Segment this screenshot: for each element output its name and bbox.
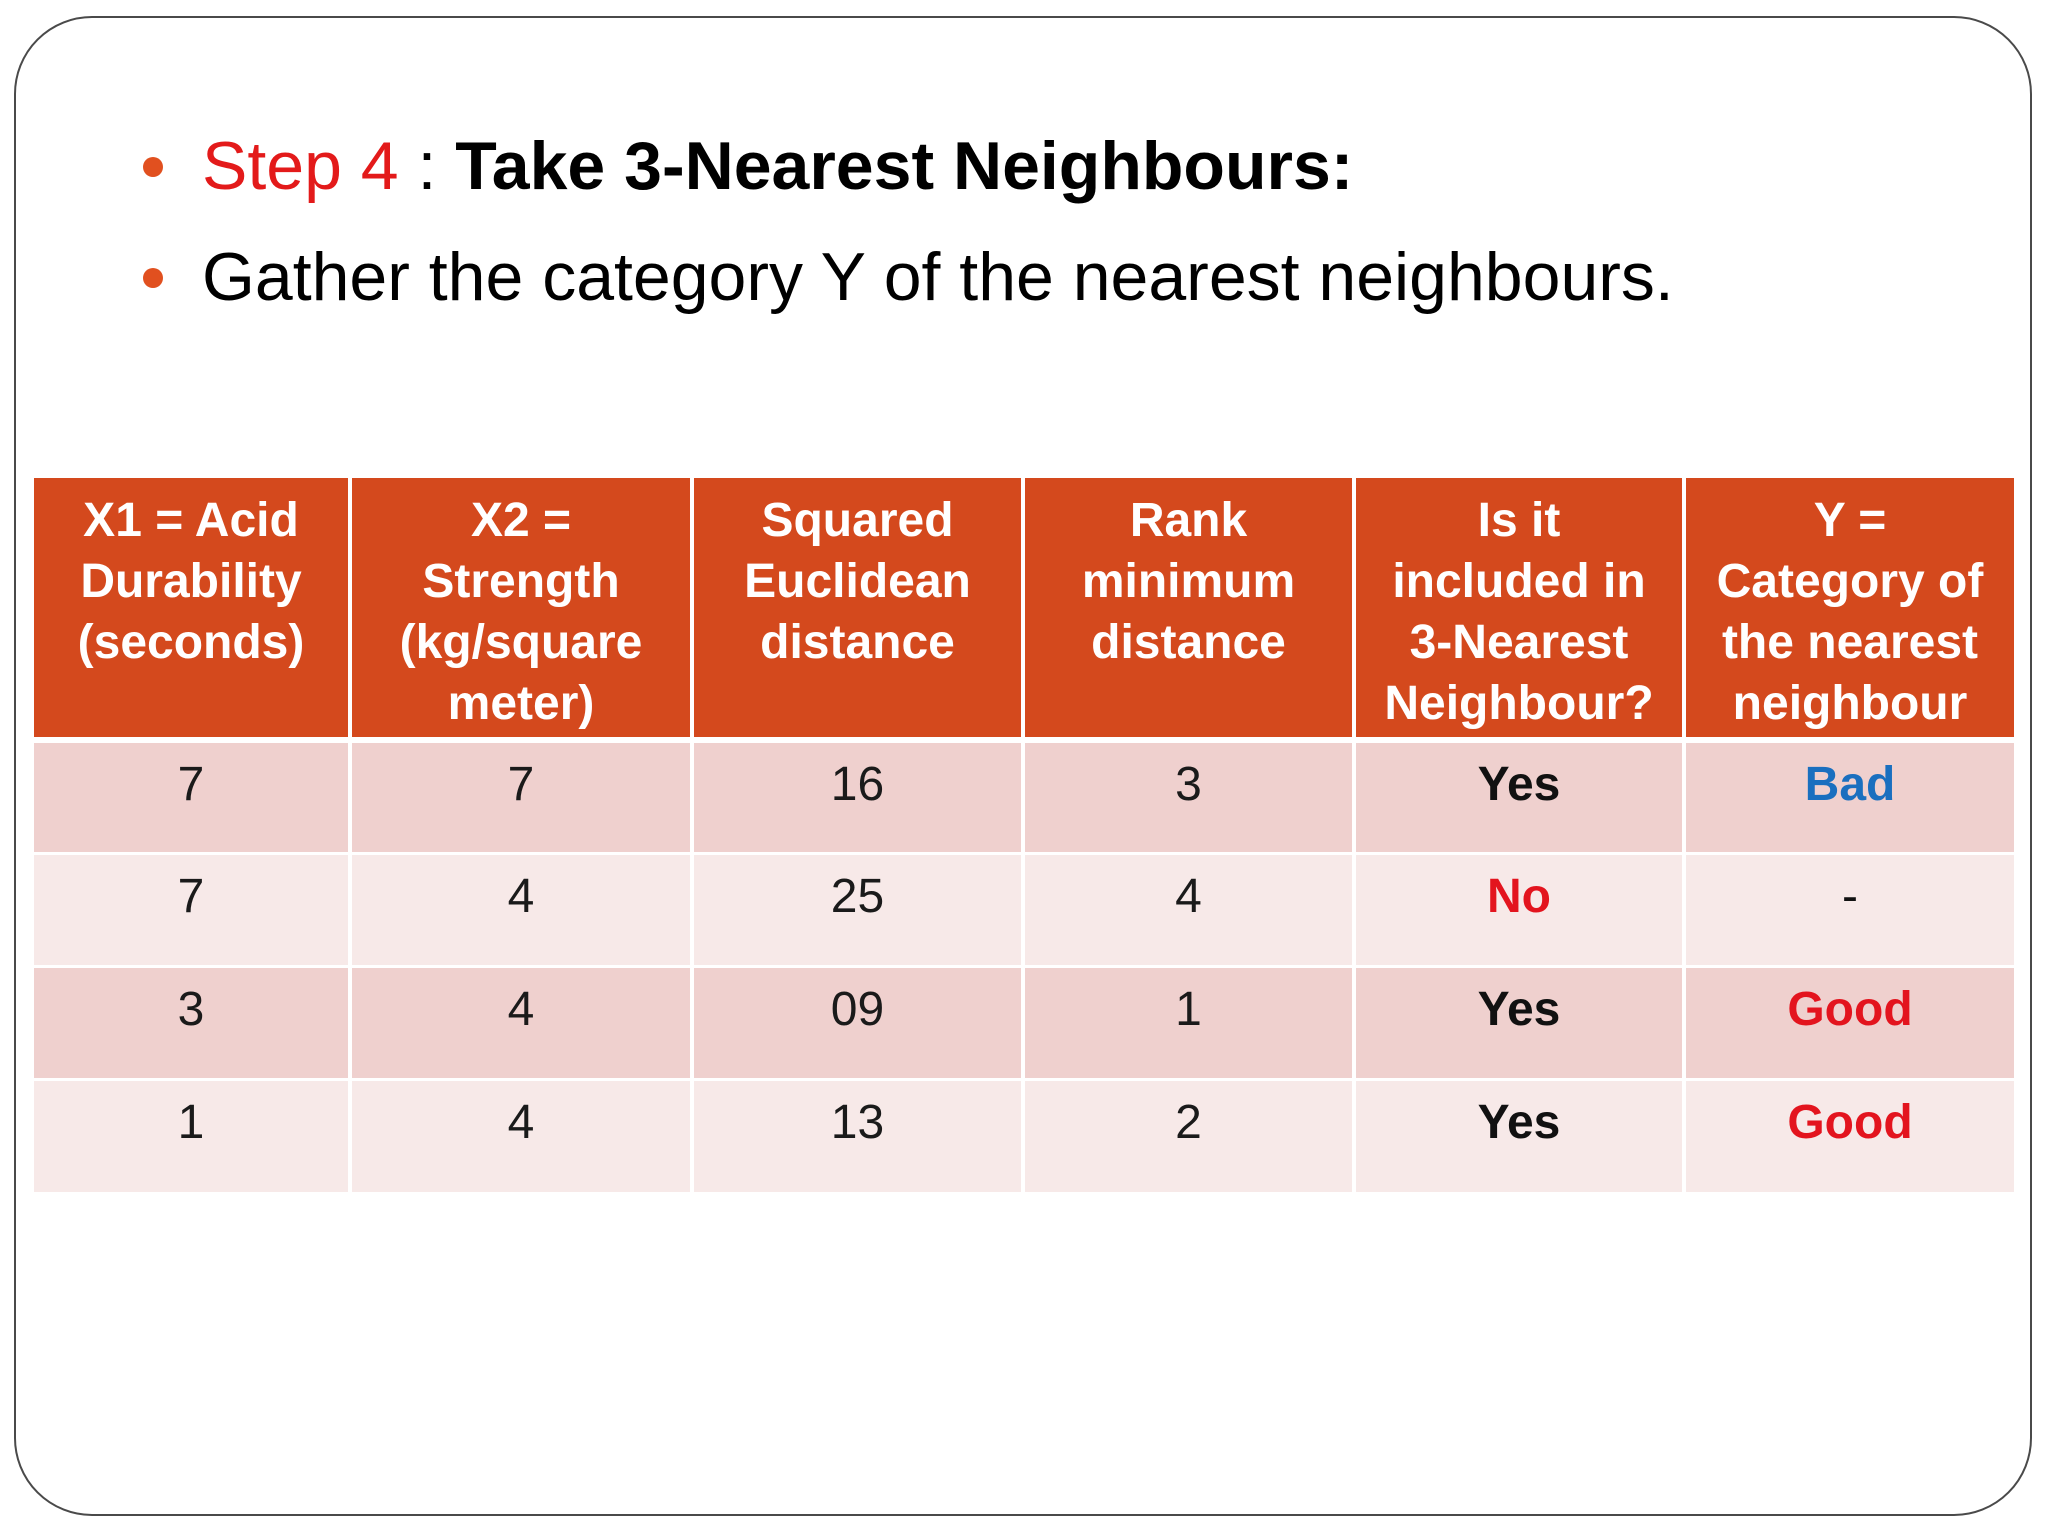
- cell-x2: 4: [348, 964, 692, 1079]
- step-label: Step 4: [202, 128, 399, 204]
- cell-category: Bad: [1682, 738, 2014, 853]
- cell-category: Good: [1682, 1077, 2014, 1192]
- cell-x1: 7: [34, 851, 350, 966]
- cell-included: Yes: [1352, 738, 1684, 853]
- cell-included: Yes: [1352, 1077, 1684, 1192]
- knn-table: X1 = Acid Durability (seconds) X2 = Strengt…: [34, 478, 2014, 1192]
- cell-rank: 3: [1021, 738, 1354, 853]
- table-body: 7 7 16 3 Yes Bad 7 4 25 4 No -3 4 09 1 Yes Good 1 4 13 2 Yes G…: [34, 738, 2014, 1192]
- header-row: X1 = Acid Durability (seconds) X2 = Strengt…: [34, 478, 2014, 743]
- cell-x2: 4: [348, 851, 692, 966]
- cell-x1: 3: [34, 964, 350, 1079]
- header-line: 3-Nearest: [1409, 616, 1629, 669]
- header-x2: X2 = Strength (kg/square meter): [348, 478, 692, 743]
- header-included: Is it included in 3-Nearest Neighbour?: [1352, 478, 1684, 743]
- header-line: meter): [447, 677, 595, 730]
- cell-included: Yes: [1352, 964, 1684, 1079]
- table-row: 7 4 25 4 No -: [34, 851, 2014, 966]
- cell-x2: 4: [348, 1077, 692, 1192]
- header-line: Is it: [1477, 494, 1561, 547]
- header-line: minimum: [1081, 555, 1296, 608]
- description-text: Gather the category Y of the nearest nei…: [202, 239, 1674, 315]
- header-line: X1 = Acid: [83, 494, 299, 547]
- cell-distance: 13: [690, 1077, 1023, 1192]
- cell-rank: 4: [1021, 851, 1354, 966]
- header-line: Durability: [80, 555, 302, 608]
- header-line: Y =: [1813, 494, 1887, 547]
- header-line: X2 =: [470, 494, 572, 547]
- cell-category: Good: [1682, 964, 2014, 1079]
- cell-category: -: [1682, 851, 2014, 966]
- cell-included: No: [1352, 851, 1684, 966]
- header-line: Category of: [1716, 555, 1984, 608]
- cell-x1: 7: [34, 738, 350, 853]
- bullet-dot-icon: [143, 268, 163, 288]
- header-line: distance: [1091, 616, 1286, 669]
- header-line: (kg/square: [399, 616, 643, 669]
- header-x1: X1 = Acid Durability (seconds): [34, 478, 350, 743]
- cell-distance: 16: [690, 738, 1023, 853]
- header-rank: Rank minimum distance: [1021, 478, 1354, 743]
- header-distance: Squared Euclidean distance: [690, 478, 1023, 743]
- cell-x2: 7: [348, 738, 692, 853]
- header-line: neighbour: [1732, 677, 1968, 730]
- bullet-description: Gather the category Y of the nearest nei…: [140, 237, 1674, 317]
- table-row: 7 7 16 3 Yes Bad: [34, 738, 2014, 853]
- header-line: distance: [760, 616, 955, 669]
- table-row: 1 4 13 2 Yes Good: [34, 1077, 2014, 1192]
- header-line: Rank: [1129, 494, 1248, 547]
- header-line: (seconds): [77, 616, 305, 669]
- header-line: included in: [1392, 555, 1646, 608]
- cell-rank: 1: [1021, 964, 1354, 1079]
- table-row: 3 4 09 1 Yes Good: [34, 964, 2014, 1079]
- cell-rank: 2: [1021, 1077, 1354, 1192]
- header-line: the nearest: [1721, 616, 1979, 669]
- step-separator: :: [398, 128, 456, 204]
- step-title: Take 3-Nearest Neighbours:: [455, 128, 1354, 204]
- header-line: Euclidean: [744, 555, 971, 608]
- bullet-dot-icon: [143, 157, 163, 177]
- cell-distance: 25: [690, 851, 1023, 966]
- cell-x1: 1: [34, 1077, 350, 1192]
- header-line: Squared: [761, 494, 954, 547]
- bullet-list: Step 4 : Take 3-Nearest Neighbours: Gath…: [140, 126, 1674, 348]
- cell-distance: 09: [690, 964, 1023, 1079]
- header-line: Neighbour?: [1384, 677, 1654, 730]
- bullet-step-title: Step 4 : Take 3-Nearest Neighbours:: [140, 126, 1674, 206]
- header-line: Strength: [422, 555, 620, 608]
- header-category: Y = Category of the nearest neighbour: [1682, 478, 2014, 743]
